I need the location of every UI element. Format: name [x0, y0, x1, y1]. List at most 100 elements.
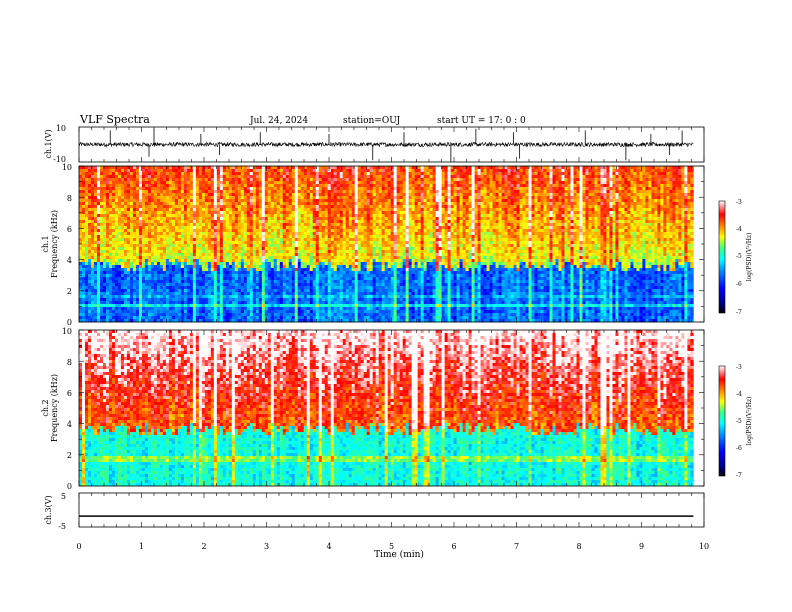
- spectrogram-cell: [114, 226, 119, 230]
- spectrogram-cell: [180, 193, 185, 197]
- spectrogram-cell: [192, 196, 197, 200]
- spectrogram-cell: [141, 238, 146, 242]
- spectrogram-cell: [186, 196, 191, 200]
- spectrogram-cell: [312, 289, 317, 293]
- spectrogram-cell: [270, 319, 275, 323]
- spectrogram-cell: [354, 208, 359, 212]
- spectrogram-cell: [126, 166, 131, 170]
- spectrogram-cell: [216, 226, 221, 230]
- spectrogram-cell: [90, 229, 95, 233]
- spectrogram-cell: [186, 181, 191, 185]
- spectrogram-cell: [180, 196, 185, 200]
- spectrogram-cell: [237, 178, 242, 182]
- spectrogram-cell: [294, 283, 299, 287]
- spectrogram-cell: [327, 187, 332, 191]
- spectrogram-cell: [336, 277, 341, 281]
- spectrogram-cell: [144, 220, 149, 224]
- spectrogram-cell: [87, 265, 92, 269]
- spectrogram-cell: [147, 187, 152, 191]
- spectrogram-cell: [303, 253, 308, 257]
- spectrogram-cell: [117, 313, 122, 317]
- spectrogram-cell: [192, 274, 197, 278]
- spectrogram-cell: [171, 289, 176, 293]
- spectrogram-cell: [270, 286, 275, 290]
- spectrogram-cell: [219, 310, 224, 314]
- spectrogram-cell: [252, 220, 257, 224]
- spectrogram-cell: [321, 238, 326, 242]
- spectrogram-cell: [117, 214, 122, 218]
- spectrogram-cell: [186, 211, 191, 215]
- spectrogram-cell: [351, 244, 356, 248]
- spectrogram-cell: [291, 253, 296, 257]
- spectrogram-cell: [288, 232, 293, 236]
- spectrogram-cell: [99, 280, 104, 284]
- spectrogram-cell: [354, 196, 359, 200]
- spectrogram-cell: [117, 226, 122, 230]
- spectrogram-cell: [174, 277, 179, 281]
- spectrogram-cell: [333, 298, 338, 302]
- spectrogram-cell: [348, 202, 353, 206]
- spectrogram-cell: [147, 259, 152, 263]
- spectrogram-cell: [90, 292, 95, 296]
- spectrogram-cell: [285, 232, 290, 236]
- spectrogram-cell: [258, 283, 263, 287]
- spectrogram-cell: [309, 298, 314, 302]
- spectrogram-cell: [162, 298, 167, 302]
- spectrogram-cell: [102, 169, 107, 173]
- spectrogram-cell: [117, 211, 122, 215]
- spectrogram-cell: [312, 184, 317, 188]
- spectrogram-cell: [288, 316, 293, 320]
- spectrogram-cell: [96, 190, 101, 194]
- spectrogram-cell: [213, 229, 218, 233]
- spectrogram-cell: [141, 280, 146, 284]
- spectrogram-cell: [111, 319, 116, 323]
- spectrogram-cell: [342, 193, 347, 197]
- spectrogram-cell: [246, 175, 251, 179]
- spectrogram-cell: [354, 310, 359, 314]
- spectrogram-cell: [330, 205, 335, 209]
- spectrogram-cell: [354, 247, 359, 251]
- spectrogram-cell: [291, 241, 296, 245]
- spectrogram-cell: [114, 307, 119, 311]
- spectrogram-cell: [79, 244, 83, 248]
- spectrogram-cell: [120, 277, 125, 281]
- spectrogram-cell: [306, 241, 311, 245]
- spectrogram-cell: [273, 235, 278, 239]
- spectrogram-cell: [303, 208, 308, 212]
- spectrogram-cell: [225, 220, 230, 224]
- spectrogram-cell: [225, 256, 230, 260]
- spectrogram-cell: [150, 319, 155, 323]
- spectrogram-cell: [234, 196, 239, 200]
- spectrogram-cell: [102, 184, 107, 188]
- spectrogram-cell: [225, 244, 230, 248]
- spectrogram-cell: [357, 220, 362, 224]
- spectrogram-cell: [144, 175, 149, 179]
- spectrogram-cell: [243, 238, 248, 242]
- spectrogram-cell: [108, 304, 113, 308]
- spectrogram-cell: [237, 184, 242, 188]
- spectrogram-cell: [180, 190, 185, 194]
- spectrogram-cell: [240, 244, 245, 248]
- spectrogram-cell: [201, 166, 206, 170]
- spectrogram-cell: [189, 307, 194, 311]
- spectrogram-cell: [255, 235, 260, 239]
- spectrogram-cell: [186, 289, 191, 293]
- spectrogram-cell: [87, 223, 92, 227]
- spectrogram-cell: [84, 310, 89, 314]
- spectrogram-cell: [180, 313, 185, 317]
- spectrogram-cell: [183, 310, 188, 314]
- spectrogram-cell: [336, 283, 341, 287]
- spectrogram-cell: [261, 241, 266, 245]
- spectrogram-cell: [270, 181, 275, 185]
- spectrogram-cell: [303, 196, 308, 200]
- spectrogram-cell: [231, 283, 236, 287]
- spectrogram-cell: [315, 184, 320, 188]
- spectrogram-cell: [120, 280, 125, 284]
- spectrogram-cell: [240, 223, 245, 227]
- spectrogram-cell: [297, 166, 302, 170]
- spectrogram-cell: [351, 235, 356, 239]
- spectrogram-cell: [219, 235, 224, 239]
- spectrogram-cell: [165, 172, 170, 176]
- spectrogram-cell: [342, 283, 347, 287]
- spectrogram-cell: [165, 268, 170, 272]
